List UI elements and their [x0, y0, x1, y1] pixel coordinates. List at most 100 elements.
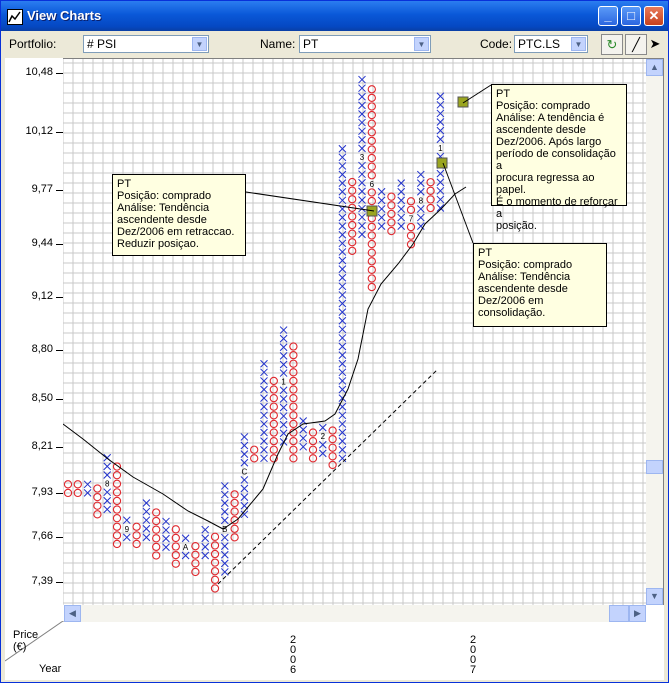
x-mark	[377, 205, 386, 213]
code-label: Code:	[480, 37, 513, 51]
o-mark	[152, 542, 161, 552]
o-mark	[269, 385, 278, 394]
x-mark	[377, 213, 386, 222]
annotation-note-3[interactable]: PT Posição: comprado Análise: Tendência …	[473, 243, 607, 327]
x-mark	[260, 368, 268, 377]
x-mark	[318, 449, 327, 458]
o-mark	[367, 231, 376, 240]
x-mark	[358, 196, 366, 204]
x-mark	[201, 525, 210, 534]
o-mark	[112, 488, 122, 497]
o-mark	[348, 220, 357, 230]
x-mark	[279, 386, 288, 395]
x-mark	[358, 170, 366, 179]
x-mark	[240, 476, 249, 484]
x-mark	[358, 118, 366, 127]
x-mark	[201, 543, 210, 551]
maximize-button[interactable]: □	[621, 6, 641, 26]
callout-line-3	[442, 162, 474, 244]
o-mark	[289, 436, 298, 446]
x-mark	[338, 230, 347, 239]
x-mark	[338, 265, 347, 273]
x-mark	[358, 178, 366, 187]
x-mark	[83, 480, 92, 489]
horizontal-scrollbar[interactable]: ◀ ▶	[64, 605, 646, 622]
o-mark	[63, 480, 73, 489]
x-mark	[103, 496, 112, 505]
x-mark	[279, 360, 288, 369]
o-mark	[171, 533, 180, 543]
o-mark	[367, 153, 376, 163]
scroll-down-icon[interactable]: ▼	[646, 588, 663, 605]
o-mark	[289, 454, 298, 463]
o-mark	[367, 274, 376, 283]
x-mark	[103, 471, 112, 479]
x-mark	[338, 162, 347, 170]
o-mark	[289, 385, 298, 394]
x-mark	[220, 568, 229, 576]
x-mark	[338, 273, 347, 282]
o-mark	[367, 93, 376, 103]
x-mark	[338, 454, 347, 463]
o-mark	[269, 393, 278, 403]
o-mark	[93, 492, 102, 502]
name-select[interactable]: PT ▼	[299, 35, 431, 53]
x-mark	[260, 454, 268, 463]
annotation-note-1[interactable]: PT Posição: comprado Análise: Tendência …	[112, 174, 246, 256]
minimize-button[interactable]: _	[598, 6, 618, 26]
horizontal-scroll-thumb[interactable]	[609, 605, 629, 622]
x-mark	[338, 248, 347, 256]
o-mark	[367, 257, 376, 266]
refresh-icon[interactable]: ↻	[601, 34, 623, 55]
scroll-right-icon[interactable]: ▶	[629, 605, 646, 622]
o-mark	[152, 516, 161, 526]
o-mark	[210, 532, 220, 541]
chevron-down-icon[interactable]: ▼	[192, 37, 207, 51]
scroll-up-icon[interactable]: ▲	[646, 59, 663, 76]
chevron-down-icon[interactable]: ▼	[571, 37, 586, 51]
x-mark	[260, 428, 268, 437]
draw-line-icon[interactable]: ╱	[625, 34, 647, 55]
y-tick-label: 7,66	[31, 530, 53, 543]
y-tick-mark	[56, 189, 63, 191]
x-mark	[279, 420, 288, 429]
o-mark	[289, 376, 298, 386]
o-mark	[308, 436, 318, 446]
o-mark	[426, 203, 435, 213]
x-mark	[436, 109, 445, 118]
x-mark	[338, 342, 347, 351]
month-label: C	[242, 467, 248, 476]
o-mark	[406, 222, 416, 232]
x-mark	[318, 423, 327, 432]
o-mark	[289, 402, 298, 411]
x-mark	[416, 187, 425, 196]
title-bar[interactable]: View Charts _ □ ✕	[1, 1, 668, 31]
x-mark	[338, 282, 347, 291]
x-mark	[397, 205, 406, 213]
code-select[interactable]: PTC.LS ▼	[514, 35, 588, 53]
y-tick-mark	[56, 581, 63, 583]
x-mark	[436, 100, 445, 109]
pointer-icon[interactable]: ➤	[649, 36, 661, 51]
y-tick-mark	[56, 244, 63, 246]
vertical-scrollbar[interactable]: ▲ ▼	[646, 59, 663, 605]
month-label: 3	[360, 153, 365, 162]
o-mark	[406, 231, 416, 240]
x-mark	[338, 144, 347, 153]
year-digit: 0	[470, 654, 477, 666]
x-mark	[358, 135, 366, 144]
x-mark	[397, 213, 406, 222]
portfolio-select[interactable]: # PSI ▼	[83, 35, 209, 53]
vertical-scroll-thumb[interactable]	[646, 460, 663, 474]
moving-average-line	[63, 186, 467, 530]
x-mark	[240, 493, 249, 501]
scroll-left-icon[interactable]: ◀	[64, 605, 81, 622]
chevron-down-icon[interactable]: ▼	[414, 37, 429, 51]
o-mark	[210, 584, 220, 593]
x-mark	[103, 488, 112, 497]
close-button[interactable]: ✕	[644, 6, 664, 26]
o-mark	[289, 359, 298, 368]
annotation-note-2[interactable]: PT Posição: comprado Análise: A tendênci…	[491, 84, 627, 232]
x-mark	[338, 411, 347, 420]
